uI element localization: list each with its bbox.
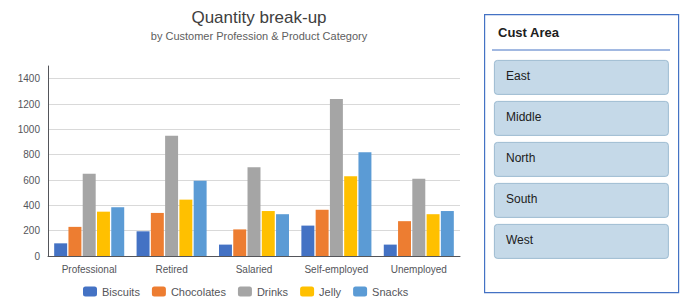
- svg-text:Quantity break-up: Quantity break-up: [191, 8, 326, 27]
- svg-text:400: 400: [23, 200, 40, 211]
- svg-text:1400: 1400: [18, 73, 41, 84]
- svg-text:Self-employed: Self-employed: [304, 264, 368, 275]
- svg-text:Middle: Middle: [506, 110, 542, 124]
- svg-text:Snacks: Snacks: [372, 286, 409, 298]
- svg-text:by Customer Profession & Produ: by Customer Profession & Product Categor…: [151, 30, 368, 42]
- svg-text:West: West: [506, 233, 534, 247]
- svg-text:600: 600: [23, 175, 40, 186]
- svg-text:Retired: Retired: [155, 264, 187, 275]
- svg-text:Cust Area: Cust Area: [498, 25, 560, 40]
- svg-text:Professional: Professional: [62, 264, 117, 275]
- svg-text:Unemployed: Unemployed: [391, 264, 447, 275]
- svg-text:0: 0: [34, 251, 40, 262]
- svg-text:200: 200: [23, 225, 40, 236]
- svg-text:1200: 1200: [18, 99, 41, 110]
- svg-text:South: South: [506, 192, 537, 206]
- svg-text:North: North: [506, 151, 535, 165]
- svg-text:800: 800: [23, 149, 40, 160]
- svg-text:Salaried: Salaried: [236, 264, 273, 275]
- svg-text:East: East: [506, 69, 531, 83]
- svg-text:Biscuits: Biscuits: [102, 286, 140, 298]
- svg-text:Jelly: Jelly: [319, 286, 342, 298]
- svg-text:1000: 1000: [18, 124, 41, 135]
- svg-text:Chocolates: Chocolates: [171, 286, 227, 298]
- svg-text:Drinks: Drinks: [257, 286, 289, 298]
